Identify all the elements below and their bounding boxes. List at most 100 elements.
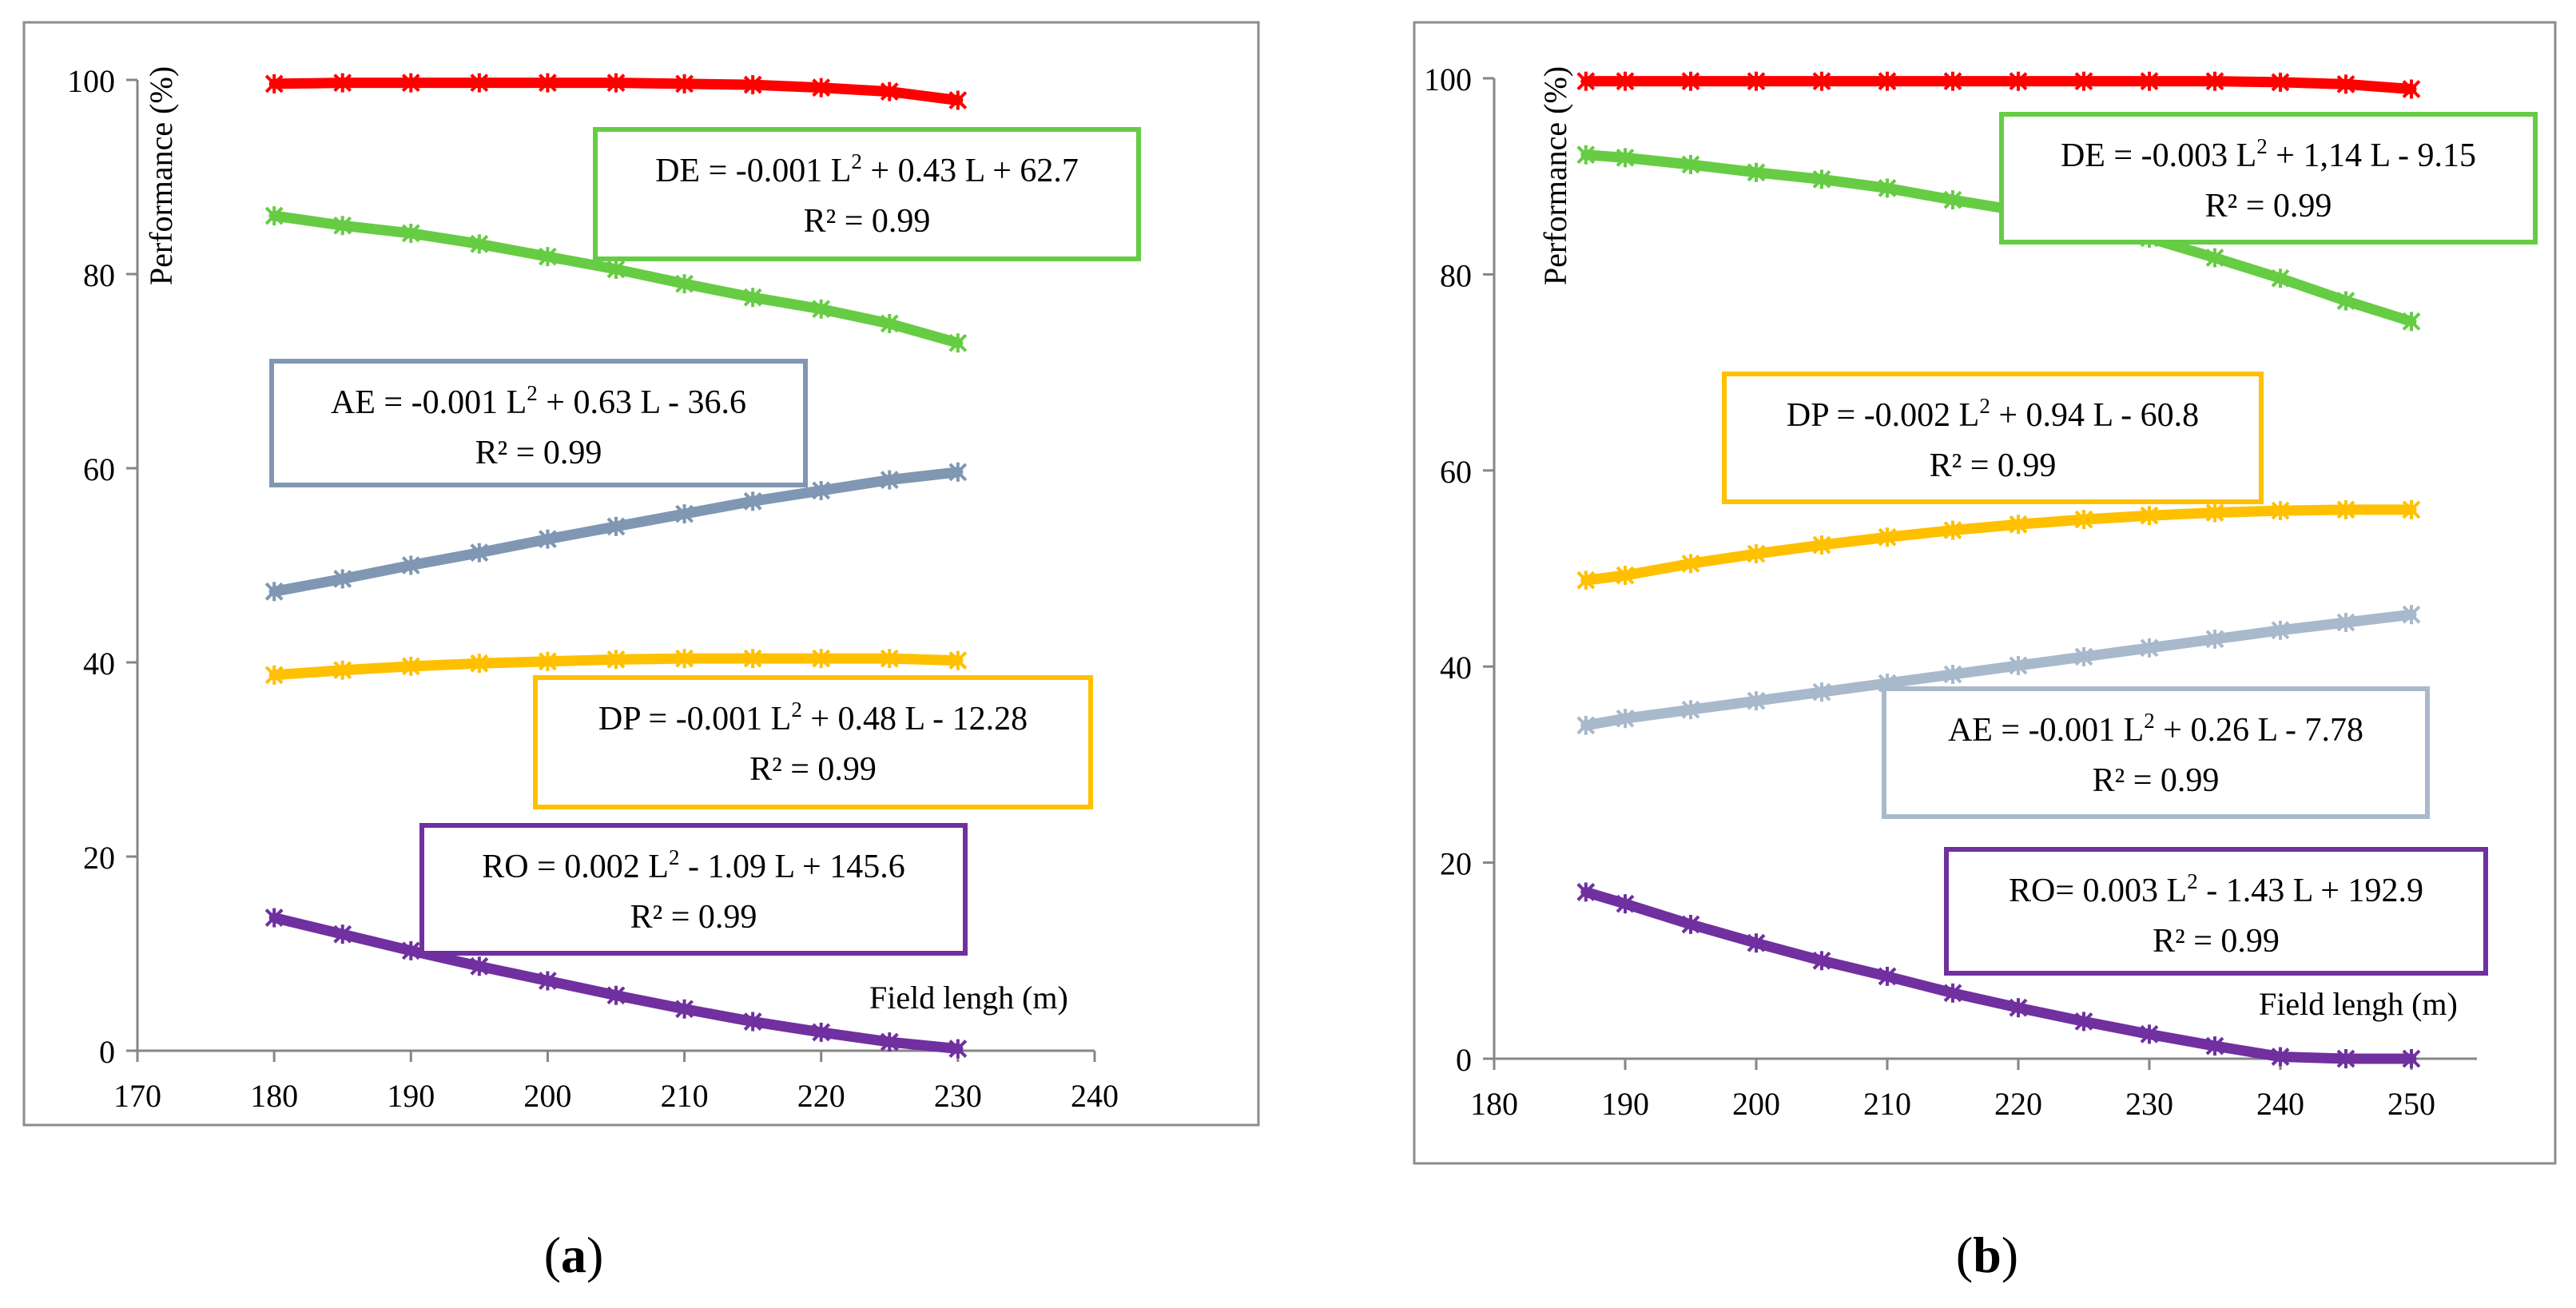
y-tick-label: 100 (1424, 62, 1472, 97)
equation-box-border (1999, 112, 2538, 245)
panel-label-paren: ) (586, 1226, 603, 1283)
data-point-re (264, 74, 284, 93)
equation-exponent: 2 (669, 845, 680, 869)
equation-part: DE = -0.001 L (655, 153, 851, 189)
data-point-ro (1878, 966, 1897, 986)
data-point-ae (2205, 629, 2224, 649)
r-squared-text: R² = 0.99 (475, 435, 602, 471)
equation-box-de: DE = -0.003 L2 + 1,14 L - 9.15 R² = 0.99 (1999, 112, 2538, 245)
data-point-ro (1616, 894, 1635, 914)
data-point-ro (264, 908, 284, 928)
equation-box-border (533, 675, 1093, 809)
chart-frame (1413, 21, 2557, 1165)
data-point-ro (539, 971, 557, 991)
data-point-ro (2271, 1047, 2290, 1067)
x-tick-label: 190 (1601, 1086, 1649, 1122)
series-line-ro (1580, 886, 2417, 1064)
data-point-ro (1943, 983, 1962, 1003)
y-tick-label: 0 (1456, 1042, 1472, 1078)
data-point-ae (2140, 638, 2159, 658)
x-tick-label: 170 (113, 1078, 161, 1114)
data-point-re (1878, 71, 1897, 91)
data-point-re (401, 73, 420, 93)
y-tick-label: 60 (83, 451, 115, 487)
data-point-dp (2074, 510, 2093, 530)
data-point-ae (1576, 715, 1596, 735)
data-point-re (2271, 72, 2290, 92)
data-point-de (606, 259, 626, 279)
data-point-ae (1681, 700, 1700, 720)
panel-label-paren: ( (1956, 1226, 1973, 1283)
data-point-re (812, 78, 831, 97)
data-point-de (1576, 145, 1596, 165)
equation-part: AE = -0.001 L (331, 384, 527, 421)
y-axis-title: Performance (%) (143, 66, 179, 285)
data-point-de (1747, 162, 1766, 182)
data-point-dp (1681, 554, 1700, 574)
panel-label-paren: ) (2002, 1226, 2018, 1283)
equation-box-border (1944, 847, 2488, 976)
data-point-re (1747, 71, 1766, 91)
equation-box-ro: RO= 0.003 L2 - 1.43 L + 192.9 R² = 0.99 (1944, 847, 2488, 976)
data-point-re (880, 82, 899, 101)
x-tick-label: 220 (1994, 1086, 2042, 1122)
data-point-ae (2336, 612, 2355, 632)
data-point-de (2336, 291, 2355, 311)
equation-text: DP = -0.002 L2 + 0.94 L - 60.8 (1787, 394, 2199, 434)
data-point-dp (675, 649, 694, 669)
y-tick-label: 40 (83, 646, 115, 682)
data-point-ro (1812, 951, 1831, 971)
data-point-re (539, 73, 557, 93)
r-squared-text: R² = 0.99 (749, 751, 877, 788)
data-point-ro (675, 999, 694, 1019)
data-point-dp (2205, 503, 2224, 523)
panel-label-letter: a (561, 1226, 586, 1283)
data-point-dp (333, 660, 352, 680)
data-point-re (2140, 71, 2159, 91)
panel-label: (b) (1956, 1226, 2018, 1283)
data-point-dp (539, 651, 557, 671)
data-point-ro (2074, 1012, 2093, 1032)
data-point-re (2074, 71, 2093, 91)
data-point-ro (2336, 1049, 2355, 1068)
equation-part: RO = 0.002 L (482, 849, 669, 885)
series-line-ae (1580, 609, 2417, 731)
data-point-de (743, 288, 762, 308)
data-point-ae (401, 555, 420, 575)
data-point-ae (812, 480, 831, 500)
data-point-ae (1747, 691, 1766, 711)
r-squared-text: R² = 0.99 (2093, 762, 2220, 799)
data-point-ae (675, 504, 694, 524)
r-squared-text: R² = 0.99 (804, 203, 931, 240)
data-point-ae (333, 569, 352, 589)
equation-exponent: 2 (1979, 394, 1990, 418)
series-line-dp (1580, 504, 2417, 586)
equation-part: + 0.94 L - 60.8 (1990, 397, 2199, 434)
panel-label: (a) (544, 1226, 604, 1283)
data-point-ro (333, 924, 352, 944)
equation-text: AE = -0.001 L2 + 0.26 L - 7.78 (1948, 709, 2363, 749)
data-point-de (333, 216, 352, 236)
equation-box-dp: DP = -0.002 L2 + 0.94 L - 60.8 R² = 0.99 (1722, 372, 2264, 504)
data-point-re (2205, 71, 2224, 91)
data-point-ae (1812, 682, 1831, 702)
y-tick-label: 0 (99, 1034, 115, 1070)
equation-text: AE = -0.001 L2 + 0.63 L - 36.6 (331, 381, 746, 421)
data-point-ro (1747, 933, 1766, 953)
data-point-de (2402, 312, 2421, 332)
data-point-ro (948, 1039, 968, 1059)
data-point-re (2009, 71, 2028, 91)
x-axis-title: Field lengh (m) (869, 980, 1068, 1016)
data-point-re (948, 90, 968, 110)
data-point-dp (1747, 544, 1766, 564)
data-point-ro (401, 940, 420, 960)
data-point-re (2402, 79, 2421, 99)
data-point-ae (948, 462, 968, 482)
equation-box-border (1722, 372, 2264, 504)
data-point-de (1616, 148, 1635, 168)
data-point-de (812, 299, 831, 319)
y-tick-label: 100 (67, 63, 115, 99)
x-tick-label: 210 (1863, 1086, 1911, 1122)
data-point-re (470, 73, 489, 93)
